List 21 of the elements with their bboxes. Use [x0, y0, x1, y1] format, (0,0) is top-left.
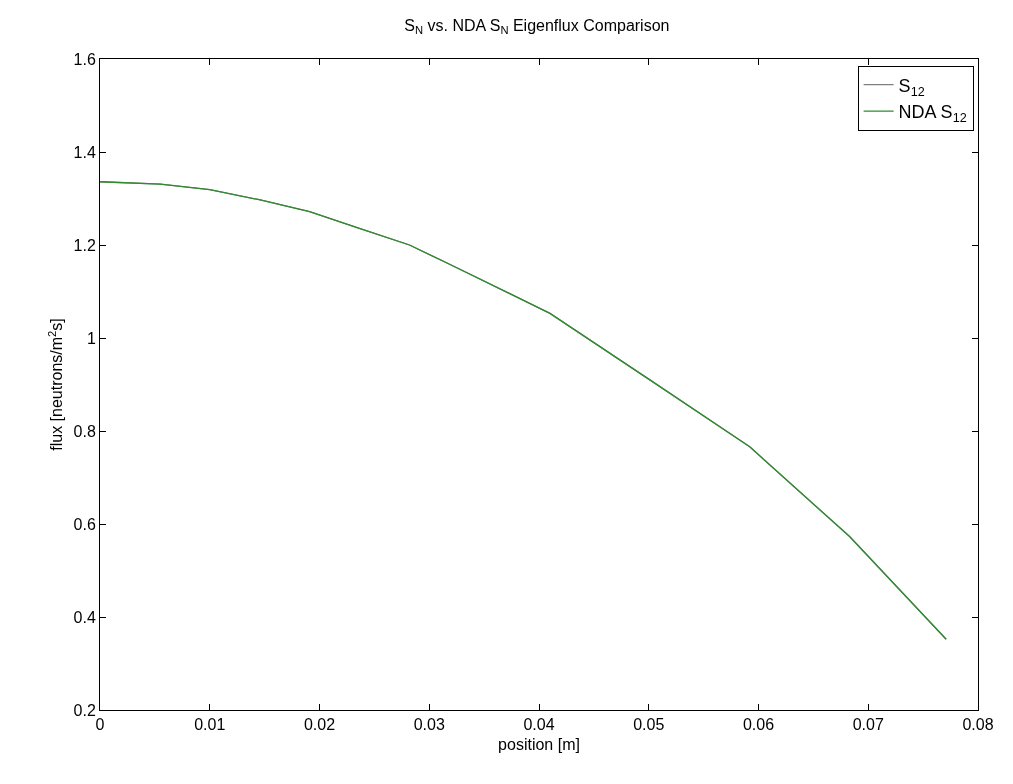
y-tick-label: 1.6 [73, 50, 96, 68]
y-tick-label: 0.8 [73, 422, 96, 440]
x-tick-label: 0.01 [194, 716, 226, 734]
y-tick-label: 1.2 [73, 236, 96, 254]
x-tick-label: 0.04 [523, 716, 555, 734]
x-tick-label: 0.05 [633, 716, 665, 734]
y-tick-label: 0.6 [73, 515, 96, 533]
y-tick-label: 0.2 [73, 701, 96, 719]
legend-label: S$_{12}$ [898, 75, 925, 99]
x-tick-label: 0 [95, 716, 105, 734]
x-axis-title: position [m] [498, 735, 580, 753]
y-tick-label: 1 [86, 329, 96, 347]
x-tick-label: 0.03 [413, 716, 445, 734]
chart-title: S$_{N}$ vs. NDA S$_{N}$ Eigenflux Comparison [404, 16, 670, 37]
y-tick-label: 1.4 [73, 143, 96, 161]
x-tick-label: 0.06 [742, 716, 775, 734]
y-tick-label: 0.4 [73, 608, 96, 626]
x-tick-label: 0.07 [852, 716, 884, 734]
legend-label: NDA S$_{12}$ [898, 102, 967, 125]
x-tick-label: 0.08 [962, 716, 994, 734]
x-tick-label: 0.02 [303, 716, 336, 734]
